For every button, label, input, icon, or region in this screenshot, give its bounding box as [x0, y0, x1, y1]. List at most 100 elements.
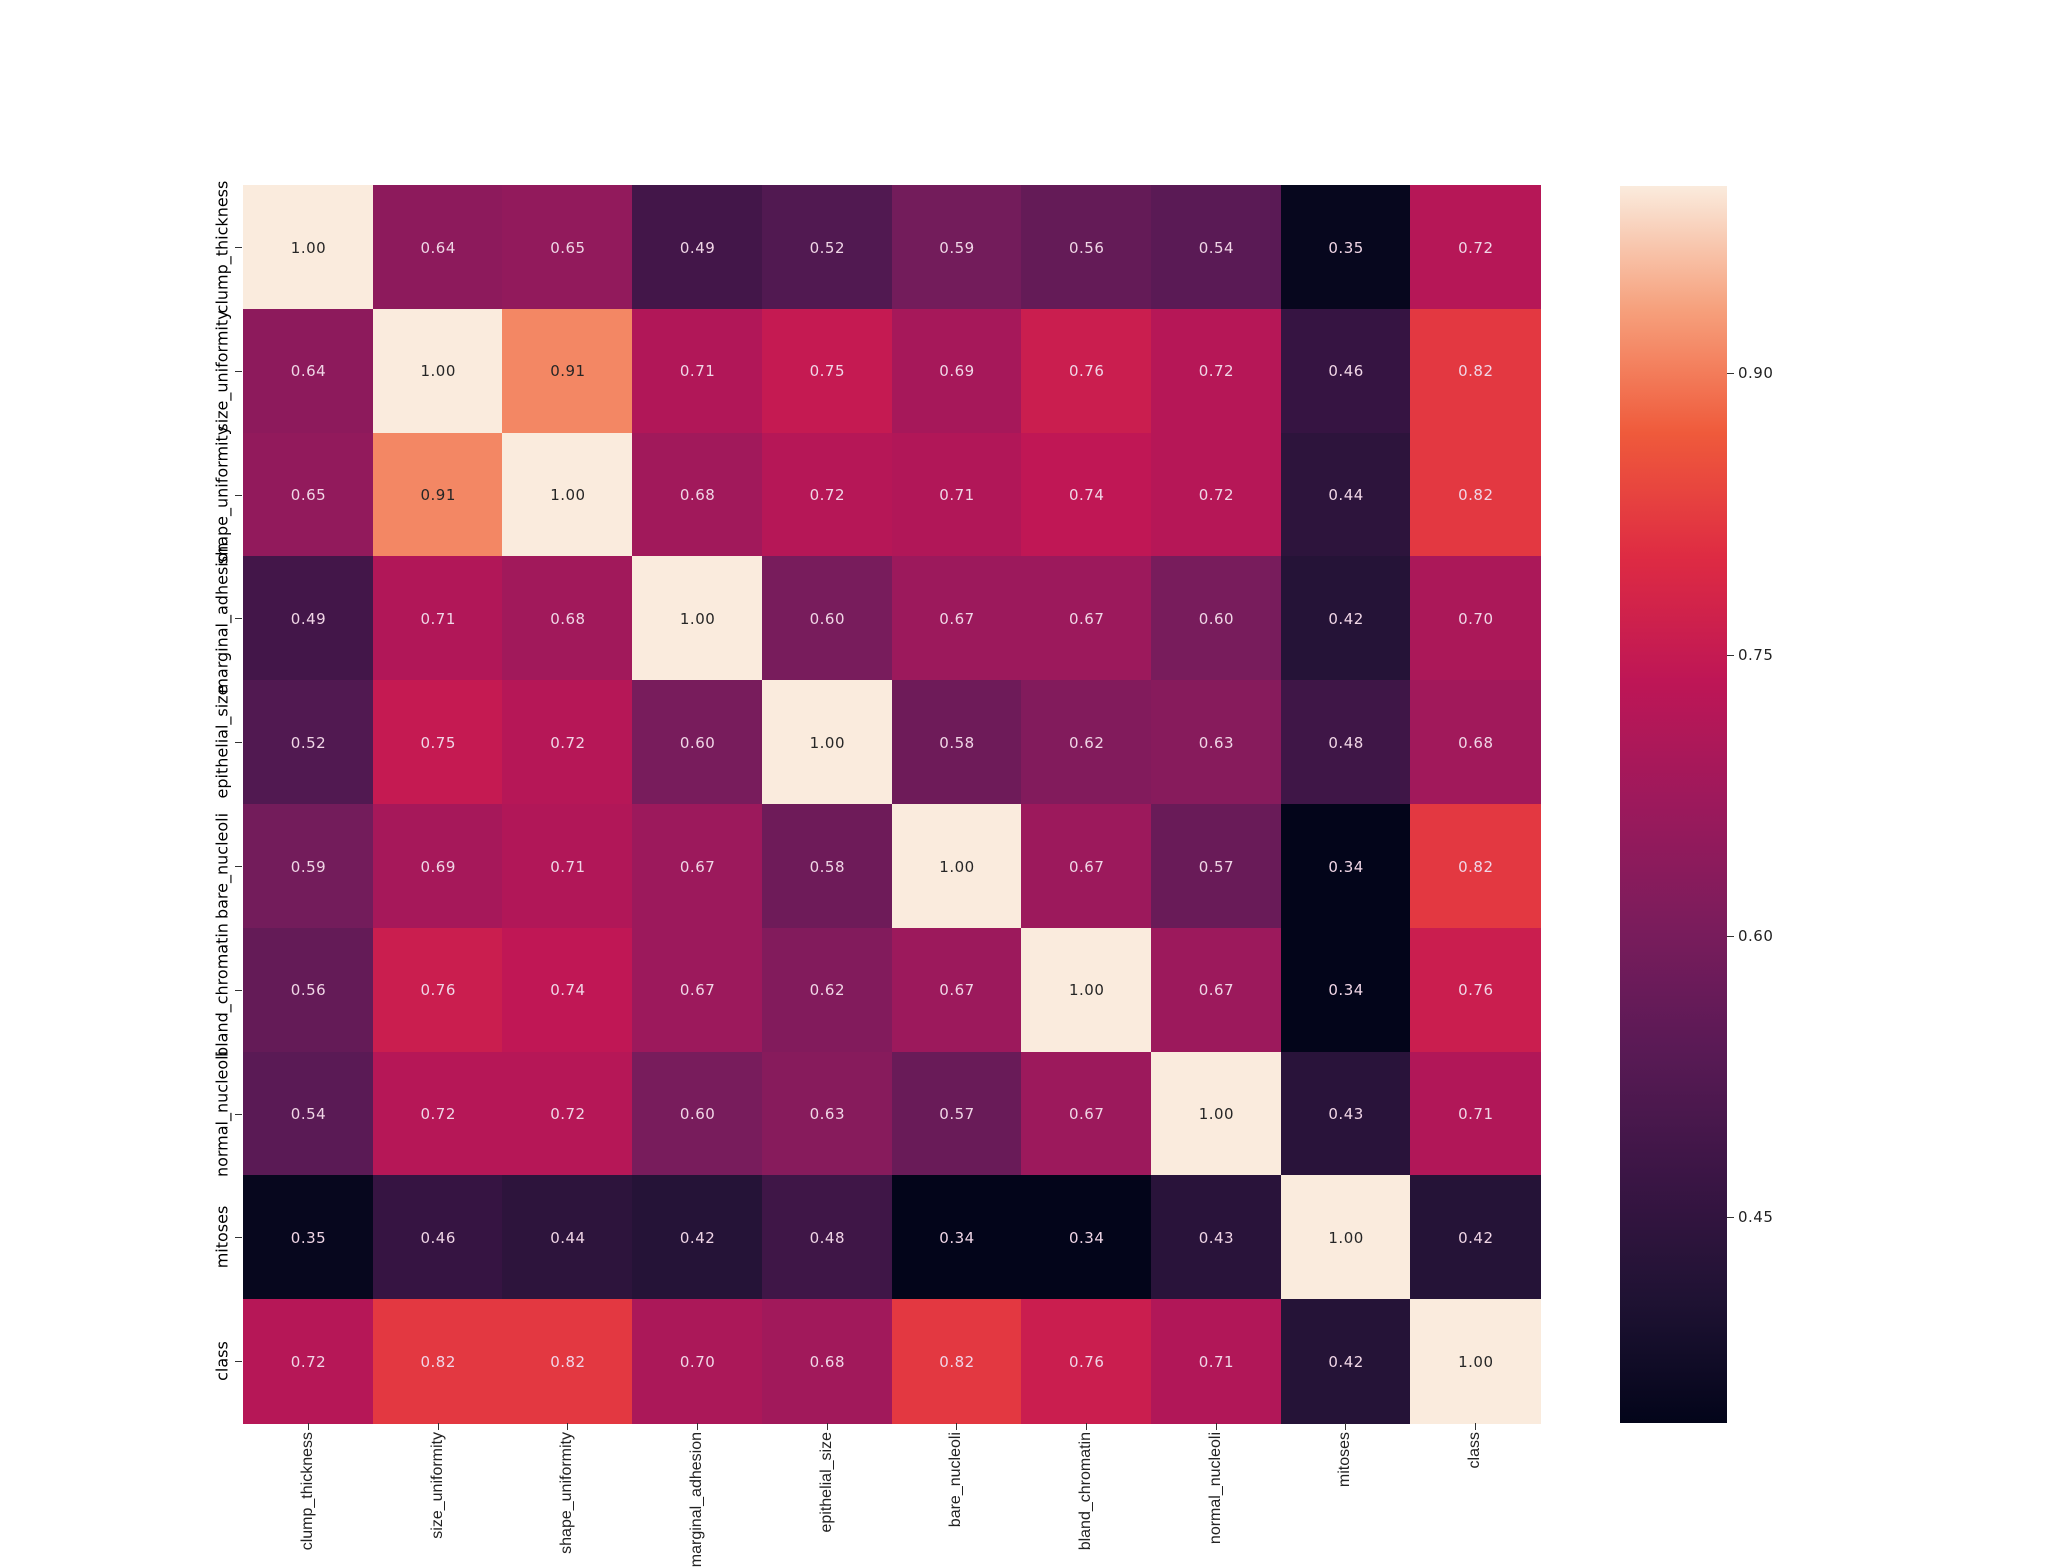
heatmap-cell: 0.64: [243, 308, 374, 434]
y-tick: [235, 370, 242, 372]
colorbar-tick: [1727, 1216, 1734, 1218]
x-tick-label: size_uniformity: [428, 1432, 446, 1539]
colorbar-tick: [1727, 373, 1734, 375]
heatmap-cell: 0.42: [1280, 556, 1412, 682]
heatmap-cell: 0.42: [1280, 1299, 1412, 1425]
heatmap-cell: 0.34: [1021, 1175, 1153, 1301]
heatmap-cell: 0.74: [502, 927, 634, 1053]
heatmap-cell: 0.46: [372, 1175, 504, 1301]
x-tick: [1086, 1423, 1088, 1430]
heatmap-cell: 0.67: [1150, 927, 1282, 1053]
colorbar-tick: [1727, 935, 1734, 937]
heatmap-cell: 0.56: [243, 927, 374, 1053]
heatmap-cell: 0.72: [1150, 432, 1282, 558]
heatmap-cell: 1.00: [243, 185, 374, 310]
y-tick: [235, 1361, 242, 1363]
y-tick-label: class: [212, 1341, 232, 1381]
colorbar-tick-label: 0.75: [1738, 645, 1774, 664]
heatmap-cell: 0.82: [1410, 308, 1542, 434]
heatmap-cell: 0.82: [1410, 432, 1542, 558]
heatmap-cell: 1.00: [372, 308, 504, 434]
heatmap-cell: 0.72: [502, 1051, 634, 1177]
y-tick: [235, 1113, 242, 1115]
heatmap-cell: 0.60: [761, 556, 893, 682]
colorbar: [1620, 186, 1727, 1423]
heatmap-cell: 0.72: [372, 1051, 504, 1177]
x-tick: [1215, 1423, 1217, 1430]
heatmap-cell: 0.68: [761, 1299, 893, 1425]
heatmap-cell: 0.71: [632, 308, 764, 434]
heatmap-cell: 0.70: [1410, 556, 1542, 682]
heatmap-cell: 0.65: [243, 432, 374, 558]
heatmap-cell: 0.54: [1150, 185, 1282, 310]
heatmap-cell: 0.71: [502, 804, 634, 929]
heatmap-cell: 0.46: [1280, 308, 1412, 434]
heatmap-cell: 1.00: [502, 432, 634, 558]
heatmap-cell: 0.69: [372, 804, 504, 929]
heatmap-cell: 0.68: [502, 556, 634, 682]
heatmap-cell: 0.63: [761, 1051, 893, 1177]
x-tick-label: bland_chromatin: [1077, 1432, 1095, 1551]
heatmap-cell: 0.35: [243, 1175, 374, 1301]
y-tick: [235, 246, 242, 248]
heatmap-cell: 0.71: [1410, 1051, 1542, 1177]
heatmap-cell: 0.34: [1280, 927, 1412, 1053]
heatmap-cell: 0.63: [1150, 680, 1282, 806]
x-tick-label: clump_thickness: [298, 1432, 316, 1551]
heatmap-cell: 0.71: [1150, 1299, 1282, 1425]
heatmap-cell: 0.34: [1280, 804, 1412, 929]
y-tick-label: clump_thickness: [212, 180, 232, 314]
heatmap-cell: 0.72: [243, 1299, 374, 1425]
heatmap-cell: 0.69: [891, 308, 1023, 434]
heatmap-cell: 0.72: [502, 680, 634, 806]
heatmap-cell: 0.42: [632, 1175, 764, 1301]
heatmap-cell: 0.82: [891, 1299, 1023, 1425]
heatmap-cell: 0.67: [632, 804, 764, 929]
y-tick: [235, 494, 242, 496]
y-tick: [235, 989, 242, 991]
heatmap-cell: 0.62: [761, 927, 893, 1053]
y-tick-label: mitoses: [212, 1205, 232, 1269]
heatmap-cell: 0.58: [891, 680, 1023, 806]
heatmap-cell: 0.75: [761, 308, 893, 434]
x-tick-label: mitoses: [1336, 1432, 1354, 1488]
heatmap-cell: 0.62: [1021, 680, 1153, 806]
heatmap-cell: 0.71: [891, 432, 1023, 558]
heatmap-cell: 1.00: [1150, 1051, 1282, 1177]
x-tick: [1345, 1423, 1347, 1430]
heatmap-cell: 0.72: [1150, 308, 1282, 434]
x-tick: [307, 1423, 309, 1430]
x-tick-label: bare_nucleoli: [947, 1432, 965, 1528]
x-tick: [956, 1423, 958, 1430]
heatmap-cell: 1.00: [761, 680, 893, 806]
y-tick-label: bare_nucleoli: [212, 812, 232, 919]
heatmap-cell: 0.59: [891, 185, 1023, 310]
heatmap-cell: 0.57: [891, 1051, 1023, 1177]
heatmap-cell: 0.67: [632, 927, 764, 1053]
heatmap-cell: 1.00: [891, 804, 1023, 929]
heatmap-cell: 0.60: [1150, 556, 1282, 682]
heatmap-cell: 1.00: [1410, 1299, 1542, 1425]
heatmap-cell: 0.52: [761, 185, 893, 310]
heatmap-cell: 0.76: [372, 927, 504, 1053]
colorbar-tick-label: 0.60: [1738, 926, 1774, 945]
heatmap-cell: 0.68: [632, 432, 764, 558]
heatmap-cell: 0.76: [1021, 1299, 1153, 1425]
heatmap-cell: 0.54: [243, 1051, 374, 1177]
y-tick-label: normal_nucleoli: [212, 1050, 232, 1177]
heatmap-cell: 1.00: [1021, 927, 1153, 1053]
heatmap-cell: 0.82: [372, 1299, 504, 1425]
heatmap-cell: 0.76: [1410, 927, 1542, 1053]
x-tick: [1475, 1423, 1477, 1430]
heatmap-cell: 0.72: [1410, 185, 1542, 310]
heatmap-cell: 0.44: [502, 1175, 634, 1301]
x-tick-label: epithelial_size: [817, 1432, 835, 1533]
heatmap-cell: 0.52: [243, 680, 374, 806]
heatmap-cell: 0.57: [1150, 804, 1282, 929]
heatmap-cell: 0.64: [372, 185, 504, 310]
heatmap-cell: 0.58: [761, 804, 893, 929]
y-tick: [235, 865, 242, 867]
heatmap-cell: 0.68: [1410, 680, 1542, 806]
heatmap-cell: 0.70: [632, 1299, 764, 1425]
heatmap-cell: 0.42: [1410, 1175, 1542, 1301]
